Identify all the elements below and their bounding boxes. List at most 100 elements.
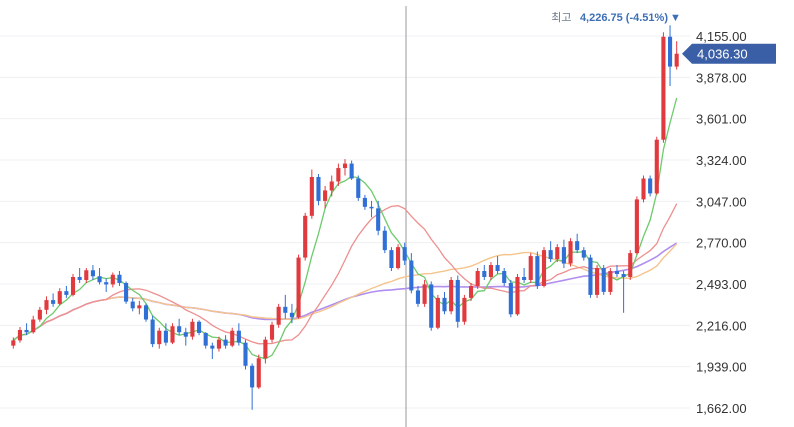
candle: [31, 315, 36, 334]
candles: [11, 25, 679, 410]
candle-body: [488, 265, 493, 277]
candle-body: [183, 332, 188, 337]
candle: [369, 200, 374, 218]
candle: [64, 285, 69, 298]
candle-body: [216, 339, 222, 349]
candle: [163, 323, 168, 346]
candle: [70, 274, 76, 297]
candle-body: [449, 279, 454, 312]
ma-line-long: [12, 243, 678, 341]
down-triangle-icon: ▼: [670, 12, 681, 24]
candle: [641, 175, 646, 203]
candle: [449, 276, 454, 315]
candle: [57, 288, 62, 306]
candle-body: [548, 250, 553, 260]
candle-body: [502, 271, 507, 283]
candle-body: [316, 177, 321, 201]
candle-body: [250, 365, 255, 388]
candle: [462, 294, 467, 325]
candle: [654, 136, 659, 195]
candle: [223, 335, 228, 349]
candle: [269, 321, 275, 343]
candle: [588, 254, 593, 298]
candle: [535, 251, 540, 289]
candle-body: [561, 247, 566, 264]
candle: [177, 318, 182, 336]
candle: [548, 241, 553, 263]
candle: [203, 332, 208, 349]
candle-body: [203, 332, 208, 346]
candle-body: [104, 282, 109, 285]
candle-body: [535, 256, 540, 286]
candle-body: [64, 291, 69, 295]
y-tick-label: 3,878.00: [696, 70, 747, 85]
candle: [634, 196, 639, 255]
candle: [157, 327, 162, 349]
candle-body: [276, 306, 281, 325]
candle-body: [648, 178, 653, 194]
candle-body: [595, 268, 600, 295]
candle-body: [541, 250, 547, 286]
candle: [581, 247, 586, 261]
candle-body: [309, 177, 314, 216]
candle-body: [84, 270, 89, 280]
candle-body: [24, 329, 29, 333]
candle: [104, 278, 109, 292]
moving-averages: [12, 97, 678, 360]
candle-body: [70, 276, 76, 295]
candle-body: [621, 274, 626, 277]
candle: [130, 297, 135, 312]
candle: [124, 281, 129, 304]
candle-body: [336, 168, 341, 182]
candle: [137, 300, 142, 315]
candle-body: [170, 326, 175, 343]
candle-body: [37, 309, 42, 320]
candle-body: [11, 340, 16, 346]
y-tick-label: 2,493.00: [696, 277, 747, 292]
candle: [11, 337, 16, 349]
candle: [648, 175, 653, 197]
ma-line-mid: [12, 203, 678, 345]
candle: [376, 200, 381, 236]
candle: [614, 265, 620, 277]
candle: [389, 247, 394, 272]
high-annotation-value: 4,226.75 (-4.51%): [580, 12, 668, 24]
candle: [528, 253, 533, 283]
candle-body: [236, 330, 241, 343]
grid: [0, 35, 690, 409]
candle: [90, 265, 95, 280]
candle: [230, 327, 235, 348]
candle-body: [462, 297, 467, 322]
candle-body: [508, 282, 513, 315]
candle-body: [303, 215, 308, 258]
candle: [170, 323, 175, 345]
y-tick-label: 3,047.00: [696, 194, 747, 209]
candle-body: [362, 197, 367, 207]
candle-body: [402, 247, 407, 261]
candle-body: [150, 319, 155, 345]
candle: [608, 268, 613, 295]
candle-body: [137, 305, 142, 309]
candle: [402, 242, 407, 266]
candle-body: [143, 305, 149, 320]
candle: [17, 326, 23, 343]
candle-body: [323, 190, 328, 201]
candle-body: [568, 241, 573, 264]
candle-body: [77, 276, 82, 280]
candle: [210, 342, 215, 360]
candle: [197, 320, 202, 336]
candle-body: [396, 247, 401, 269]
candle: [183, 327, 188, 346]
candle-body: [356, 178, 361, 198]
candle-body: [674, 53, 679, 67]
candle-body: [243, 342, 248, 366]
candle-body: [588, 257, 593, 295]
candle-body: [389, 250, 394, 269]
candle: [263, 336, 268, 364]
candle-body: [581, 250, 586, 258]
candle: [555, 244, 560, 263]
candle-body: [415, 290, 421, 304]
candle: [396, 244, 401, 270]
